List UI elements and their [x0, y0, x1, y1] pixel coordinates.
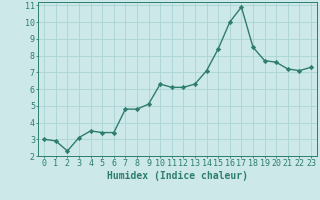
X-axis label: Humidex (Indice chaleur): Humidex (Indice chaleur) — [107, 171, 248, 181]
